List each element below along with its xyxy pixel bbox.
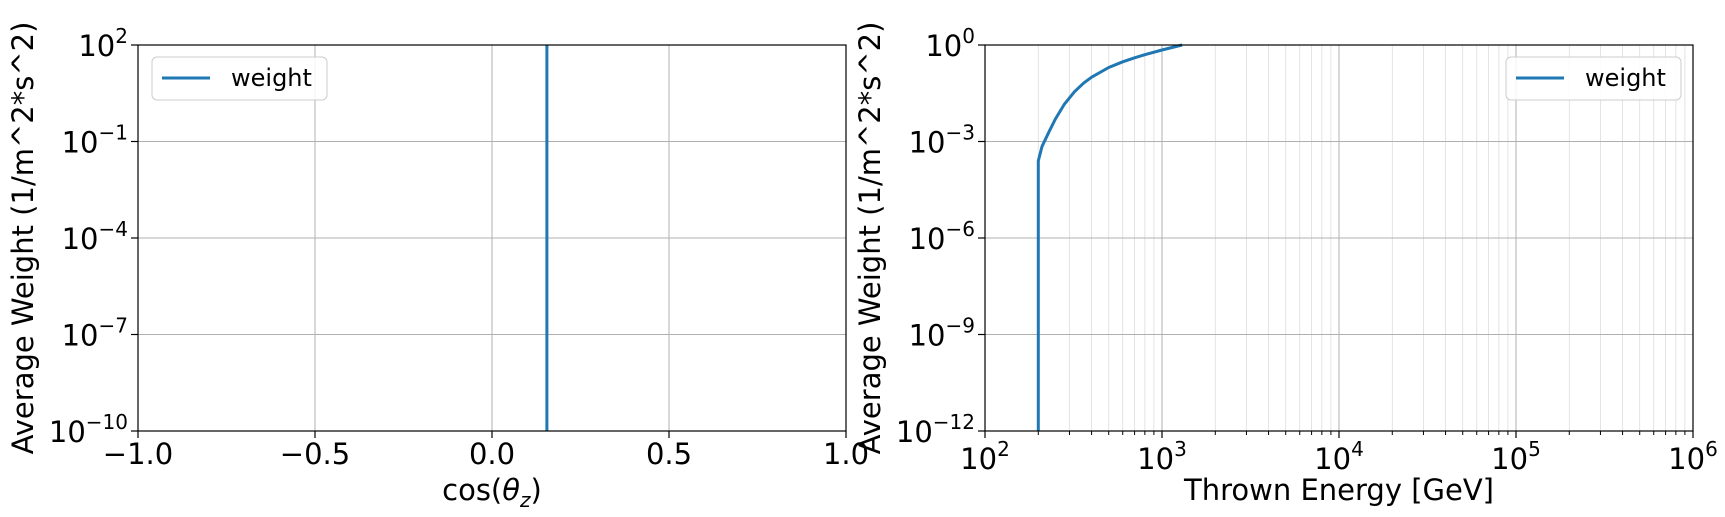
y-tick-label: 10−1	[62, 121, 128, 160]
y-tick-label: 10−3	[909, 121, 975, 160]
y-axis-label: Average Weight (1/m^2*s^2)	[6, 22, 40, 455]
y-tick-label: 100	[925, 24, 975, 63]
y-tick-label: 10−4	[62, 217, 128, 256]
y-tick-label: 10−7	[62, 314, 128, 353]
y-tick-label: 10−10	[49, 410, 128, 449]
x-tick-label: 104	[1314, 437, 1364, 476]
y-tick-label: 10−9	[909, 314, 975, 353]
x-axis-label: Thrown Energy [GeV]	[1183, 473, 1494, 507]
left-plot: −1.0 −0.5 0.0 0.5 1.0 102 10−1 10−4 10−7 10−10 c…	[6, 22, 869, 512]
x-tick-label: 1.0	[823, 437, 869, 471]
tick-marks	[978, 44, 1694, 438]
x-axis-label: cos(θz)	[442, 473, 542, 512]
x-tick-label: 102	[960, 437, 1010, 476]
x-tick-labels: 102 103 104 105 106	[960, 437, 1718, 476]
y-tick-label: 102	[78, 24, 128, 63]
x-tick-label: 106	[1668, 437, 1718, 476]
x-tick-label: 0.0	[469, 437, 515, 471]
y-tick-labels: 102 10−1 10−4 10−7 10−10	[49, 24, 128, 449]
y-axis-label: Average Weight (1/m^2*s^2)	[853, 22, 887, 455]
x-tick-label: −1.0	[103, 437, 173, 471]
grid-lines	[984, 45, 1694, 431]
y-tick-labels: 100 10−3 10−6 10−9 10−12	[896, 24, 975, 449]
x-tick-label: −0.5	[280, 437, 350, 471]
x-tick-label: 103	[1137, 437, 1187, 476]
x-tick-label: 0.5	[646, 437, 692, 471]
right-plot: 102 103 104 105 106 100 10−3 10−6 10−9 10−12 Thr…	[853, 22, 1718, 507]
legend-box	[151, 56, 328, 101]
series-layer	[1036, 43, 1183, 431]
y-tick-label: 10−6	[909, 217, 975, 256]
series-line-weight	[1036, 43, 1183, 431]
tick-marks	[131, 44, 847, 438]
legend: weight	[1505, 56, 1682, 101]
y-tick-label: 10−12	[896, 410, 975, 449]
x-tick-label: 105	[1491, 437, 1541, 476]
legend-label: weight	[1585, 64, 1666, 92]
x-tick-labels: −1.0 −0.5 0.0 0.5 1.0	[103, 437, 869, 471]
legend: weight	[151, 56, 328, 101]
legend-box	[1505, 56, 1682, 101]
legend-label: weight	[231, 64, 312, 92]
